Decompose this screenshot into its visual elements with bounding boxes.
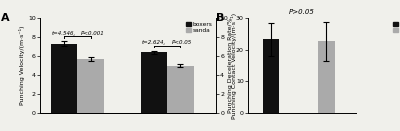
Y-axis label: Punching Deceleration Rate/%: Punching Deceleration Rate/% — [228, 18, 233, 113]
Text: P<0.05: P<0.05 — [172, 40, 192, 45]
Bar — [262, 39, 280, 113]
Bar — [141, 52, 167, 113]
Legend: boxers, sanda: boxers, sanda — [392, 21, 400, 34]
Text: P>0.05: P>0.05 — [289, 9, 315, 15]
Y-axis label: Punching Velocity/(m·s⁻¹): Punching Velocity/(m·s⁻¹) — [19, 26, 25, 105]
Text: P<0.001: P<0.001 — [80, 31, 104, 36]
Legend: boxers, sanda: boxers, sanda — [186, 21, 213, 34]
Y-axis label: Punching Contact Velocity/(m·s⁻¹): Punching Contact Velocity/(m·s⁻¹) — [231, 12, 237, 119]
Text: A: A — [1, 13, 10, 23]
Bar — [167, 66, 194, 113]
Text: B: B — [216, 13, 224, 23]
Text: t=4.546,: t=4.546, — [52, 31, 76, 36]
Bar — [51, 44, 78, 113]
Bar — [78, 59, 104, 113]
Bar — [318, 41, 334, 113]
Text: t=2.624,: t=2.624, — [142, 40, 166, 45]
